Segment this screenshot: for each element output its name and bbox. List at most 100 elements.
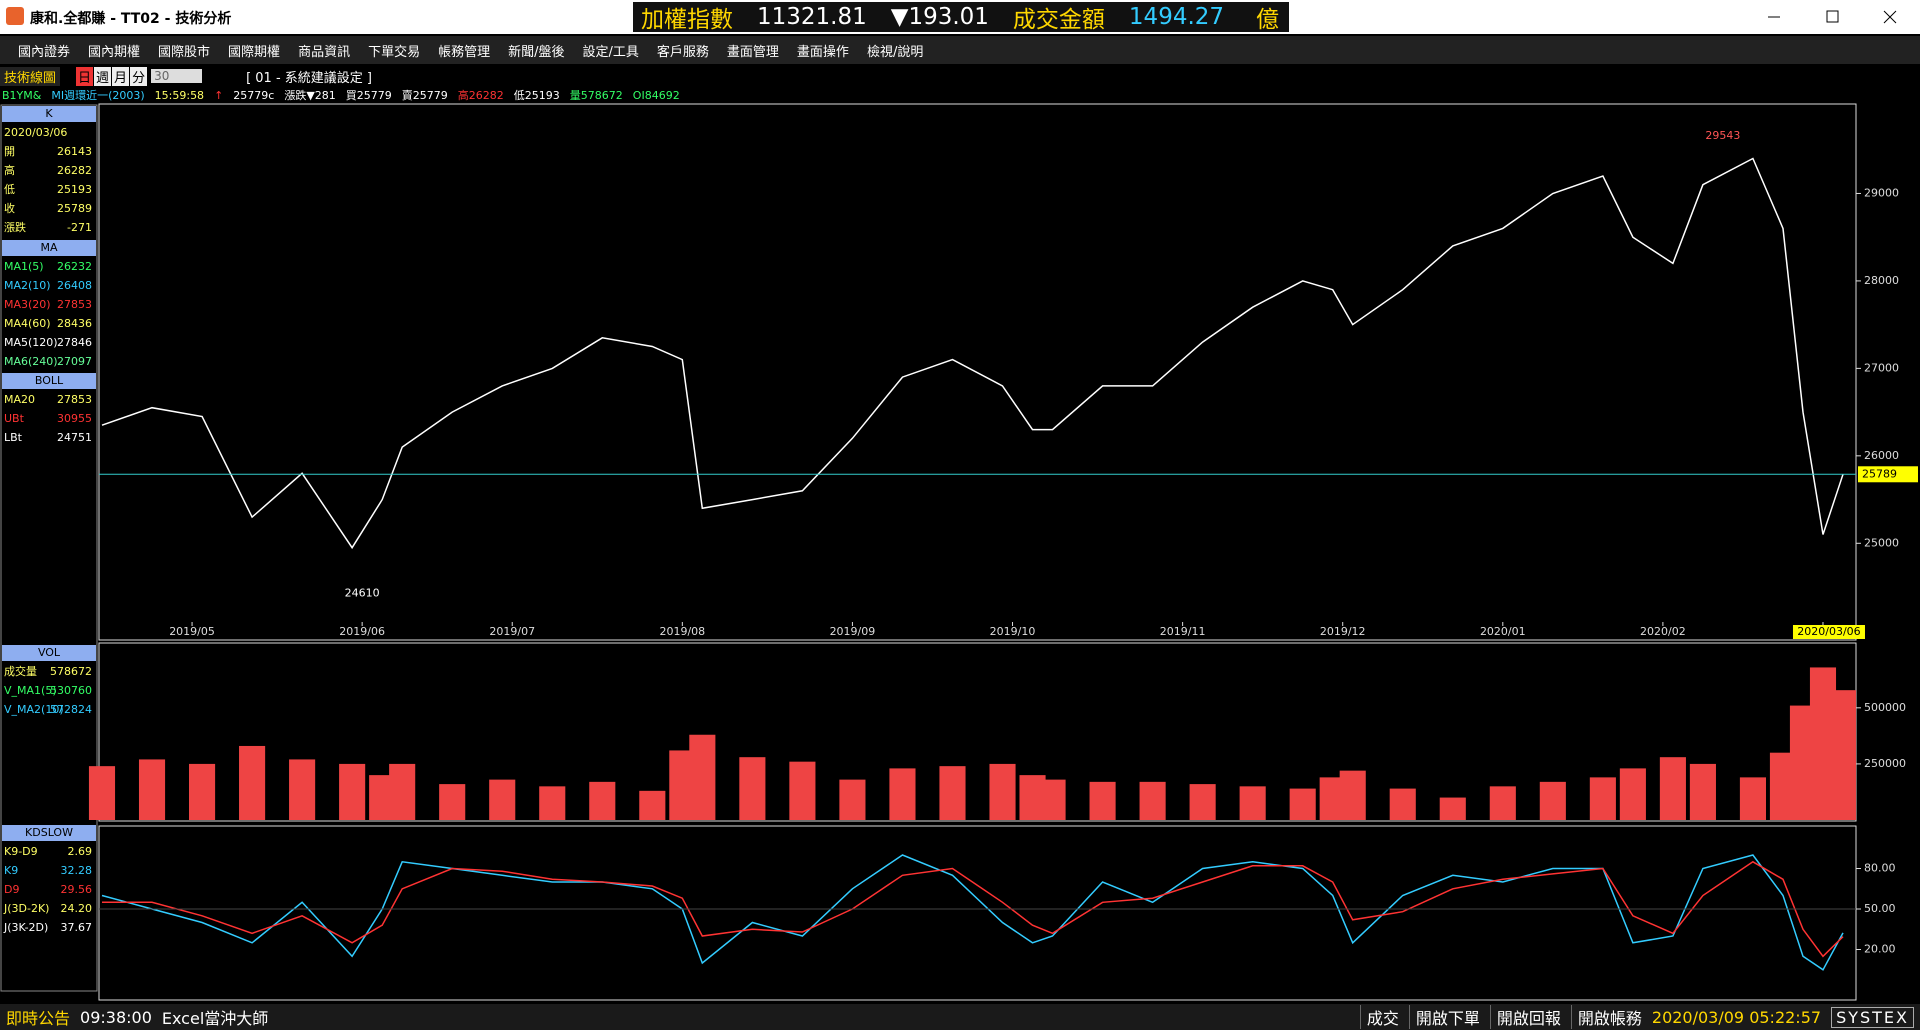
x-tick-label: 2020/02 bbox=[1640, 625, 1686, 638]
volume-bar bbox=[239, 745, 266, 820]
side-value: 24751 bbox=[57, 431, 92, 444]
volume-bar bbox=[1089, 781, 1116, 820]
side-value: 30955 bbox=[57, 412, 92, 425]
y-tick-label: 29000 bbox=[1864, 186, 1899, 199]
side-label: 成交量 bbox=[4, 664, 37, 678]
side-label: MA5(120) bbox=[4, 336, 58, 349]
x-tick-label: 2019/08 bbox=[659, 625, 705, 638]
menu-item[interactable]: 畫面操作 bbox=[796, 44, 849, 60]
status-button[interactable]: 成交 bbox=[1359, 1005, 1399, 1029]
side-label: K9-D9 bbox=[4, 845, 38, 858]
side-value: 26408 bbox=[57, 279, 92, 292]
y-tick-label: 50.00 bbox=[1864, 902, 1896, 915]
menu-bar: 國內證券 國內期權 國際股市 國際期權 商品資訊 下單交易 帳務管理 新聞/盤後 設定/工具 客戶… bbox=[0, 36, 1920, 64]
menu-item[interactable]: 帳務管理 bbox=[438, 44, 491, 60]
volume-bar bbox=[88, 766, 116, 820]
menu-item[interactable]: 商品資訊 bbox=[298, 44, 351, 60]
side-value: 25789 bbox=[57, 202, 92, 215]
side-header: K bbox=[45, 107, 53, 120]
status-buttons: 成交 開啟下單 開啟回報 開啟帳務 bbox=[1359, 1005, 1642, 1029]
side-label: D9 bbox=[4, 883, 19, 896]
side-label: MA6(240) bbox=[4, 355, 58, 368]
y-tick-label: 250000 bbox=[1864, 757, 1906, 770]
notice[interactable]: 即時公告 bbox=[6, 1009, 71, 1028]
side-value: 32.28 bbox=[61, 864, 93, 877]
side-header-bg bbox=[2, 240, 96, 256]
status-button[interactable]: 開啟下單 bbox=[1408, 1005, 1480, 1029]
volume-bar bbox=[389, 763, 416, 820]
volume-bar bbox=[839, 779, 866, 820]
period-button[interactable]: 日 bbox=[76, 66, 94, 86]
side-header-bg bbox=[2, 645, 96, 661]
volume-bar bbox=[889, 768, 916, 820]
minutes-select[interactable]: 30 bbox=[151, 69, 203, 83]
menu-item[interactable]: 新聞/盤後 bbox=[508, 44, 565, 60]
menu-item[interactable]: 國內證券 bbox=[18, 44, 71, 60]
menu-item[interactable]: 下單交易 bbox=[368, 44, 421, 60]
menu-item[interactable]: 檢視/說明 bbox=[866, 44, 924, 60]
app-icon bbox=[6, 7, 24, 25]
status-button[interactable]: 開啟帳務 bbox=[1570, 1005, 1642, 1029]
x-tick-label: 2019/11 bbox=[1160, 625, 1206, 638]
period-button[interactable]: 月 bbox=[112, 66, 130, 86]
volume-bar bbox=[339, 763, 366, 820]
title-bar: 康和.全都賺 - TT02 - 技術分析 加權指數 11321.81 ▼193.… bbox=[0, 0, 1920, 34]
brand: SYSTEX bbox=[1831, 1006, 1914, 1028]
y-tick-label: 500000 bbox=[1864, 701, 1906, 714]
y-tick-label: 80.00 bbox=[1864, 862, 1896, 875]
side-value: 25193 bbox=[57, 183, 92, 196]
period-buttons: 日週月分 bbox=[76, 66, 148, 86]
menu-item[interactable]: 國際期權 bbox=[228, 44, 281, 60]
info-item: 25779c bbox=[233, 88, 275, 102]
info-item: 高26282 bbox=[457, 89, 504, 102]
volume-bar bbox=[1619, 768, 1646, 820]
side-value: 37.67 bbox=[61, 921, 93, 934]
side-label: MA20 bbox=[4, 393, 35, 406]
menu-item[interactable]: 客戶服務 bbox=[656, 44, 709, 60]
volume-bar bbox=[1389, 788, 1416, 820]
side-value: 572824 bbox=[50, 703, 92, 716]
volume-bar bbox=[489, 779, 516, 820]
info-row: B1YM& MI週環近一(2003) 15:59:58 ↑ 25779c 漲跌▼281 買2… bbox=[2, 86, 680, 104]
info-item: 量578672 bbox=[569, 89, 623, 102]
volume-bar bbox=[189, 763, 216, 820]
period-button[interactable]: 分 bbox=[130, 66, 148, 86]
x-tick-label: 2019/09 bbox=[830, 625, 876, 638]
annotation: 24610 bbox=[345, 586, 380, 599]
window-controls[interactable] bbox=[1750, 0, 1920, 34]
menu-item[interactable]: 國內期權 bbox=[88, 44, 141, 60]
volume-bar bbox=[1489, 786, 1516, 820]
volume-bar bbox=[1239, 786, 1266, 820]
status-button[interactable]: 開啟回報 bbox=[1489, 1005, 1561, 1029]
volume-bar bbox=[1589, 777, 1616, 820]
setting[interactable]: [ 01 - 系統建議設定 ] bbox=[246, 70, 372, 86]
y-tick-label: 28000 bbox=[1864, 274, 1899, 287]
side-frame bbox=[0, 104, 98, 992]
price-line bbox=[102, 860, 1844, 958]
panel-frame bbox=[98, 103, 1857, 641]
volume-bar bbox=[138, 759, 166, 820]
side-label: 開 bbox=[4, 145, 15, 158]
side-label: MA2(10) bbox=[4, 279, 51, 292]
volume-bar bbox=[989, 763, 1016, 820]
volume-bar bbox=[1739, 777, 1766, 820]
side-value: 27853 bbox=[57, 393, 92, 406]
volume-bar bbox=[1289, 788, 1316, 820]
period-button[interactable]: 週 bbox=[94, 66, 112, 86]
toolbar-title: 技術線圖 bbox=[0, 66, 61, 86]
close[interactable] bbox=[1883, 10, 1897, 24]
x-tick-label: 2020/01 bbox=[1480, 625, 1526, 638]
x-tick-label: 2020/03/06 bbox=[1797, 625, 1860, 638]
x-tick-label: 2019/10 bbox=[990, 625, 1036, 638]
y-tick-label: 26000 bbox=[1864, 449, 1899, 462]
turnover-label: 成交金額 bbox=[1012, 7, 1105, 33]
info-item: ↑ bbox=[214, 88, 224, 102]
volume-bar bbox=[539, 786, 566, 820]
menu-item[interactable]: 畫面管理 bbox=[726, 44, 779, 60]
chart: K 2020/03/06 開 26143 高 26282 低 25193 收 25789 漲跌 -27… bbox=[0, 103, 1918, 1001]
menu-item[interactable]: 設定/工具 bbox=[582, 44, 639, 60]
menu-item[interactable]: 國際股市 bbox=[158, 44, 211, 60]
side-header-bg bbox=[2, 373, 96, 389]
maximize[interactable] bbox=[1826, 10, 1839, 23]
